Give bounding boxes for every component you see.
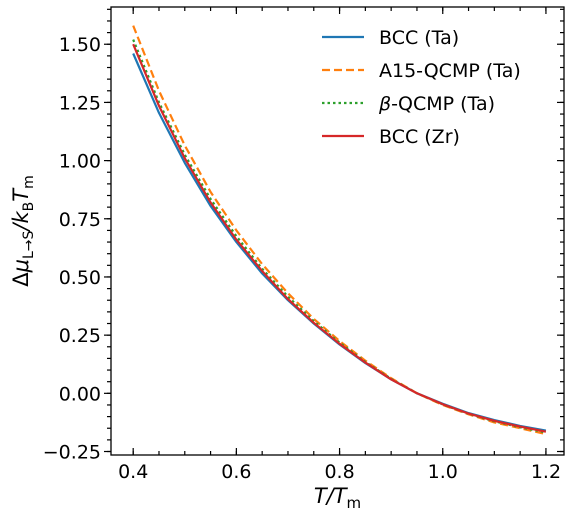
legend: BCC (Ta) A15-QCMP (Ta) β-QCMP (Ta) BCC (Zr) [322, 27, 521, 148]
y-tick-label: −0.25 [43, 442, 101, 464]
legend-label-1: BCC (Ta) [379, 27, 459, 49]
x-tick-label: 0.6 [221, 461, 251, 483]
y-tick-label: 1.25 [59, 92, 101, 114]
y-tick-label: 0.00 [59, 383, 101, 405]
x-axis-label: T/Tm [314, 484, 361, 508]
legend-label-3: β-QCMP (Ta) [378, 93, 495, 115]
y-tick-label: 0.75 [59, 209, 101, 231]
x-tick-label: 1.2 [531, 461, 561, 483]
series-line-4 [132, 43, 547, 433]
y-tick-label: 1.50 [59, 34, 101, 56]
axis-ticks [104, 7, 564, 455]
x-tick-label: 0.4 [118, 461, 148, 483]
y-tick-label: 1.00 [59, 151, 101, 173]
y-tick-label: 0.25 [59, 325, 101, 347]
series-line-2 [132, 25, 547, 436]
legend-label-2: A15-QCMP (Ta) [379, 60, 521, 82]
x-tick-label: 0.8 [324, 461, 354, 483]
tick-labels: 0.4 0.6 0.8 1.0 1.2 −0.25 0.00 0.25 0.50 0.75 1.00… [43, 34, 561, 483]
y-tick-label: 0.50 [59, 267, 101, 289]
legend-label-4: BCC (Zr) [379, 126, 460, 148]
x-tick-label: 1.0 [428, 461, 458, 483]
plot-frame [110, 6, 565, 456]
y-axis-label: ΔμL→S/kBTm [9, 175, 37, 287]
series-lines [132, 25, 547, 436]
